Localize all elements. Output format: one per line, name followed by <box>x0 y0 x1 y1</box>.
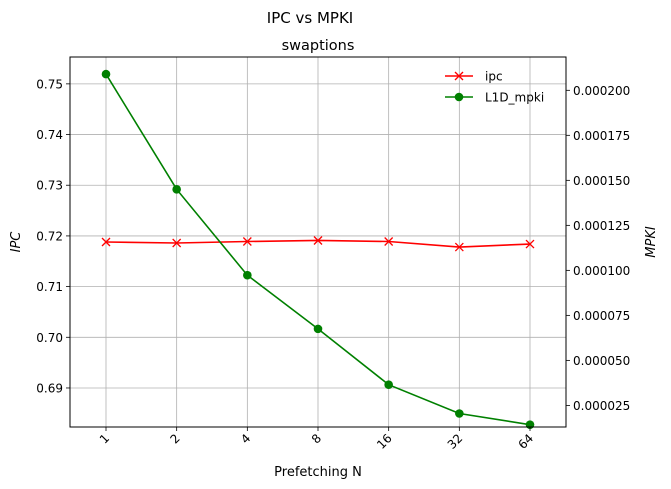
y-left-tick-label: 0.73 <box>36 179 63 193</box>
y-right-tick-label: 0.000100 <box>573 264 630 278</box>
data-point-ipc <box>384 237 394 246</box>
data-point-ipc <box>313 236 323 245</box>
y-left-tick-label: 0.72 <box>36 229 63 243</box>
data-point-L1D_mpki <box>172 185 181 194</box>
y-axis-right: 0.000025 0.000050 0.000075 0.000100 0.000125… <box>566 84 630 413</box>
y-left-tick-label: 0.75 <box>36 77 63 91</box>
y-left-tick-label: 0.70 <box>36 331 63 345</box>
data-point-L1D_mpki <box>243 270 252 280</box>
legend: ipc L1D_mpki <box>445 70 544 105</box>
x-tick-label: 2 <box>167 431 182 446</box>
marker-stroke <box>172 238 182 248</box>
x-tick-label: 16 <box>374 431 395 452</box>
y-right-tick-label: 0.000200 <box>573 84 630 98</box>
y-left-tick-label: 0.69 <box>36 381 63 395</box>
data-point-ipc <box>454 242 464 252</box>
x-tick-label: 1 <box>97 431 112 446</box>
chart-suptitle: IPC vs MPKI <box>267 9 353 27</box>
y-left-tick-label: 0.74 <box>36 128 63 142</box>
y-right-tick-label: 0.000125 <box>573 219 630 233</box>
x-tick-label: 4 <box>238 431 253 446</box>
x-axis: 1 2 4 8 16 32 64 <box>97 427 536 452</box>
marker-stroke <box>384 237 394 246</box>
data-point-ipc <box>101 237 111 247</box>
data-point-L1D_mpki <box>384 380 393 389</box>
y-axis-left-label: IPC <box>9 231 24 253</box>
data-point-ipc <box>172 238 182 248</box>
x-tick-label: 32 <box>445 431 466 452</box>
y-right-tick-label: 0.000150 <box>573 174 630 188</box>
data-point-L1D_mpki <box>101 69 111 79</box>
y-axis-left: 0.69 0.70 0.71 0.72 0.73 0.74 0.75 <box>36 77 70 395</box>
y-right-tick-label: 0.000050 <box>573 354 630 368</box>
y-left-tick-label: 0.71 <box>36 280 63 294</box>
y-right-tick-label: 0.000075 <box>573 309 630 323</box>
series-layer <box>101 69 535 429</box>
legend-marker-L1D_mpki <box>454 92 464 102</box>
marker-stroke <box>454 71 464 81</box>
data-point-ipc <box>525 239 535 249</box>
y-right-tick-label: 0.000025 <box>573 399 630 413</box>
data-point-ipc <box>242 237 252 246</box>
legend-label-ipc: ipc <box>485 70 503 84</box>
marker-stroke <box>525 239 535 249</box>
data-point-L1D_mpki <box>313 324 323 334</box>
x-axis-label: Prefetching N <box>274 465 362 480</box>
marker-stroke <box>454 242 464 252</box>
marker-stroke <box>313 236 323 245</box>
marker-stroke <box>101 237 111 247</box>
data-point-L1D_mpki <box>455 409 464 418</box>
legend-marker-ipc <box>454 71 464 81</box>
x-tick-label: 64 <box>515 431 536 452</box>
x-tick-label: 8 <box>309 431 324 446</box>
marker-stroke <box>242 237 252 246</box>
y-right-tick-label: 0.000175 <box>573 129 630 143</box>
y-axis-right-label: MPKI <box>644 226 659 258</box>
chart-title: swaptions <box>282 38 355 54</box>
legend-label-L1D_mpki: L1D_mpki <box>485 91 544 105</box>
